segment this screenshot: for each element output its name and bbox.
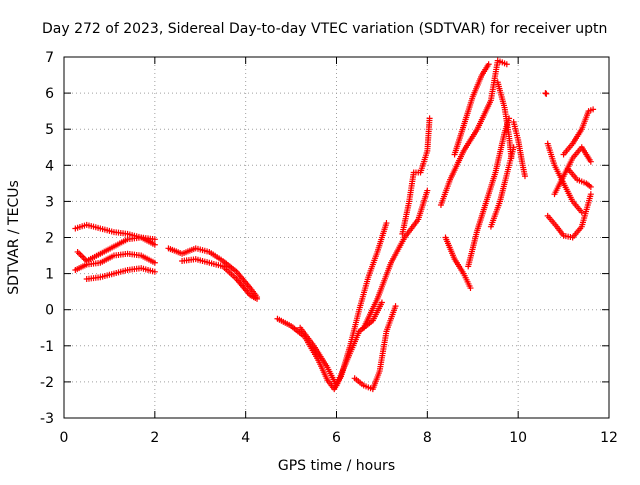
x-axis-label: GPS time / hours (278, 458, 395, 474)
data-point (503, 61, 510, 68)
data-point (578, 209, 585, 216)
data-point (383, 220, 390, 227)
x-tick-label: 4 (241, 430, 250, 446)
data-point (151, 259, 158, 266)
data-point (151, 268, 158, 275)
series-track-u (544, 191, 594, 241)
data-point (151, 236, 158, 243)
x-tick-label: 2 (150, 430, 159, 446)
data-point (485, 61, 492, 68)
x-tick-label: 8 (423, 430, 432, 446)
y-tick-label: -2 (40, 375, 54, 391)
series-track-n (442, 234, 474, 292)
series-track-d (74, 234, 158, 264)
chart-title: Day 272 of 2023, Sidereal Day-to-day VTE… (42, 21, 607, 37)
series-track-v (551, 144, 594, 198)
points-layer (72, 57, 597, 393)
y-tick-label: 2 (45, 231, 54, 247)
y-tick-label: 1 (45, 267, 54, 283)
data-point (426, 115, 433, 122)
x-tick-label: 12 (600, 430, 618, 446)
series-track-a (72, 221, 158, 243)
y-tick-label: -1 (40, 339, 54, 355)
series-track-t (544, 140, 585, 216)
series-track-h (297, 299, 385, 389)
series-track-j (360, 187, 431, 331)
series-track-l (437, 57, 510, 209)
y-tick-label: -3 (40, 411, 54, 427)
data-point (590, 106, 597, 113)
data-point (521, 173, 528, 180)
series-track-m (451, 61, 492, 158)
series-track-i (351, 303, 399, 393)
series-track-e (165, 245, 261, 301)
y-tick-label: 7 (45, 50, 54, 66)
data-point (587, 158, 594, 165)
series-track-w (560, 106, 597, 158)
series-track-f (179, 256, 261, 302)
series-track-r (510, 118, 528, 180)
series-track-o (465, 115, 513, 270)
y-tick-label: 6 (45, 86, 54, 102)
series-track-k (399, 115, 433, 237)
data-point (151, 241, 158, 248)
y-axis-label: SDTVAR / TECUs (6, 180, 22, 295)
data-point (587, 191, 594, 198)
series-track-b (72, 250, 158, 273)
series-track-c (83, 265, 158, 283)
data-point (378, 299, 385, 306)
y-tick-label: 3 (45, 194, 54, 210)
y-tick-label: 0 (45, 303, 54, 319)
data-point (424, 187, 431, 194)
series-track-x (565, 165, 594, 190)
data-point (543, 90, 550, 97)
y-tick-label: 4 (45, 158, 54, 174)
data-point (254, 295, 261, 302)
x-tick-label: 10 (509, 430, 527, 446)
x-tick-label: 0 (60, 430, 69, 446)
data-point (508, 155, 515, 162)
series-track-q (494, 79, 515, 162)
data-point (467, 285, 474, 292)
series-track-s (542, 90, 550, 97)
data-point (587, 183, 594, 190)
data-point (392, 303, 399, 310)
y-tick-label: 5 (45, 122, 54, 138)
x-tick-label: 6 (332, 430, 341, 446)
